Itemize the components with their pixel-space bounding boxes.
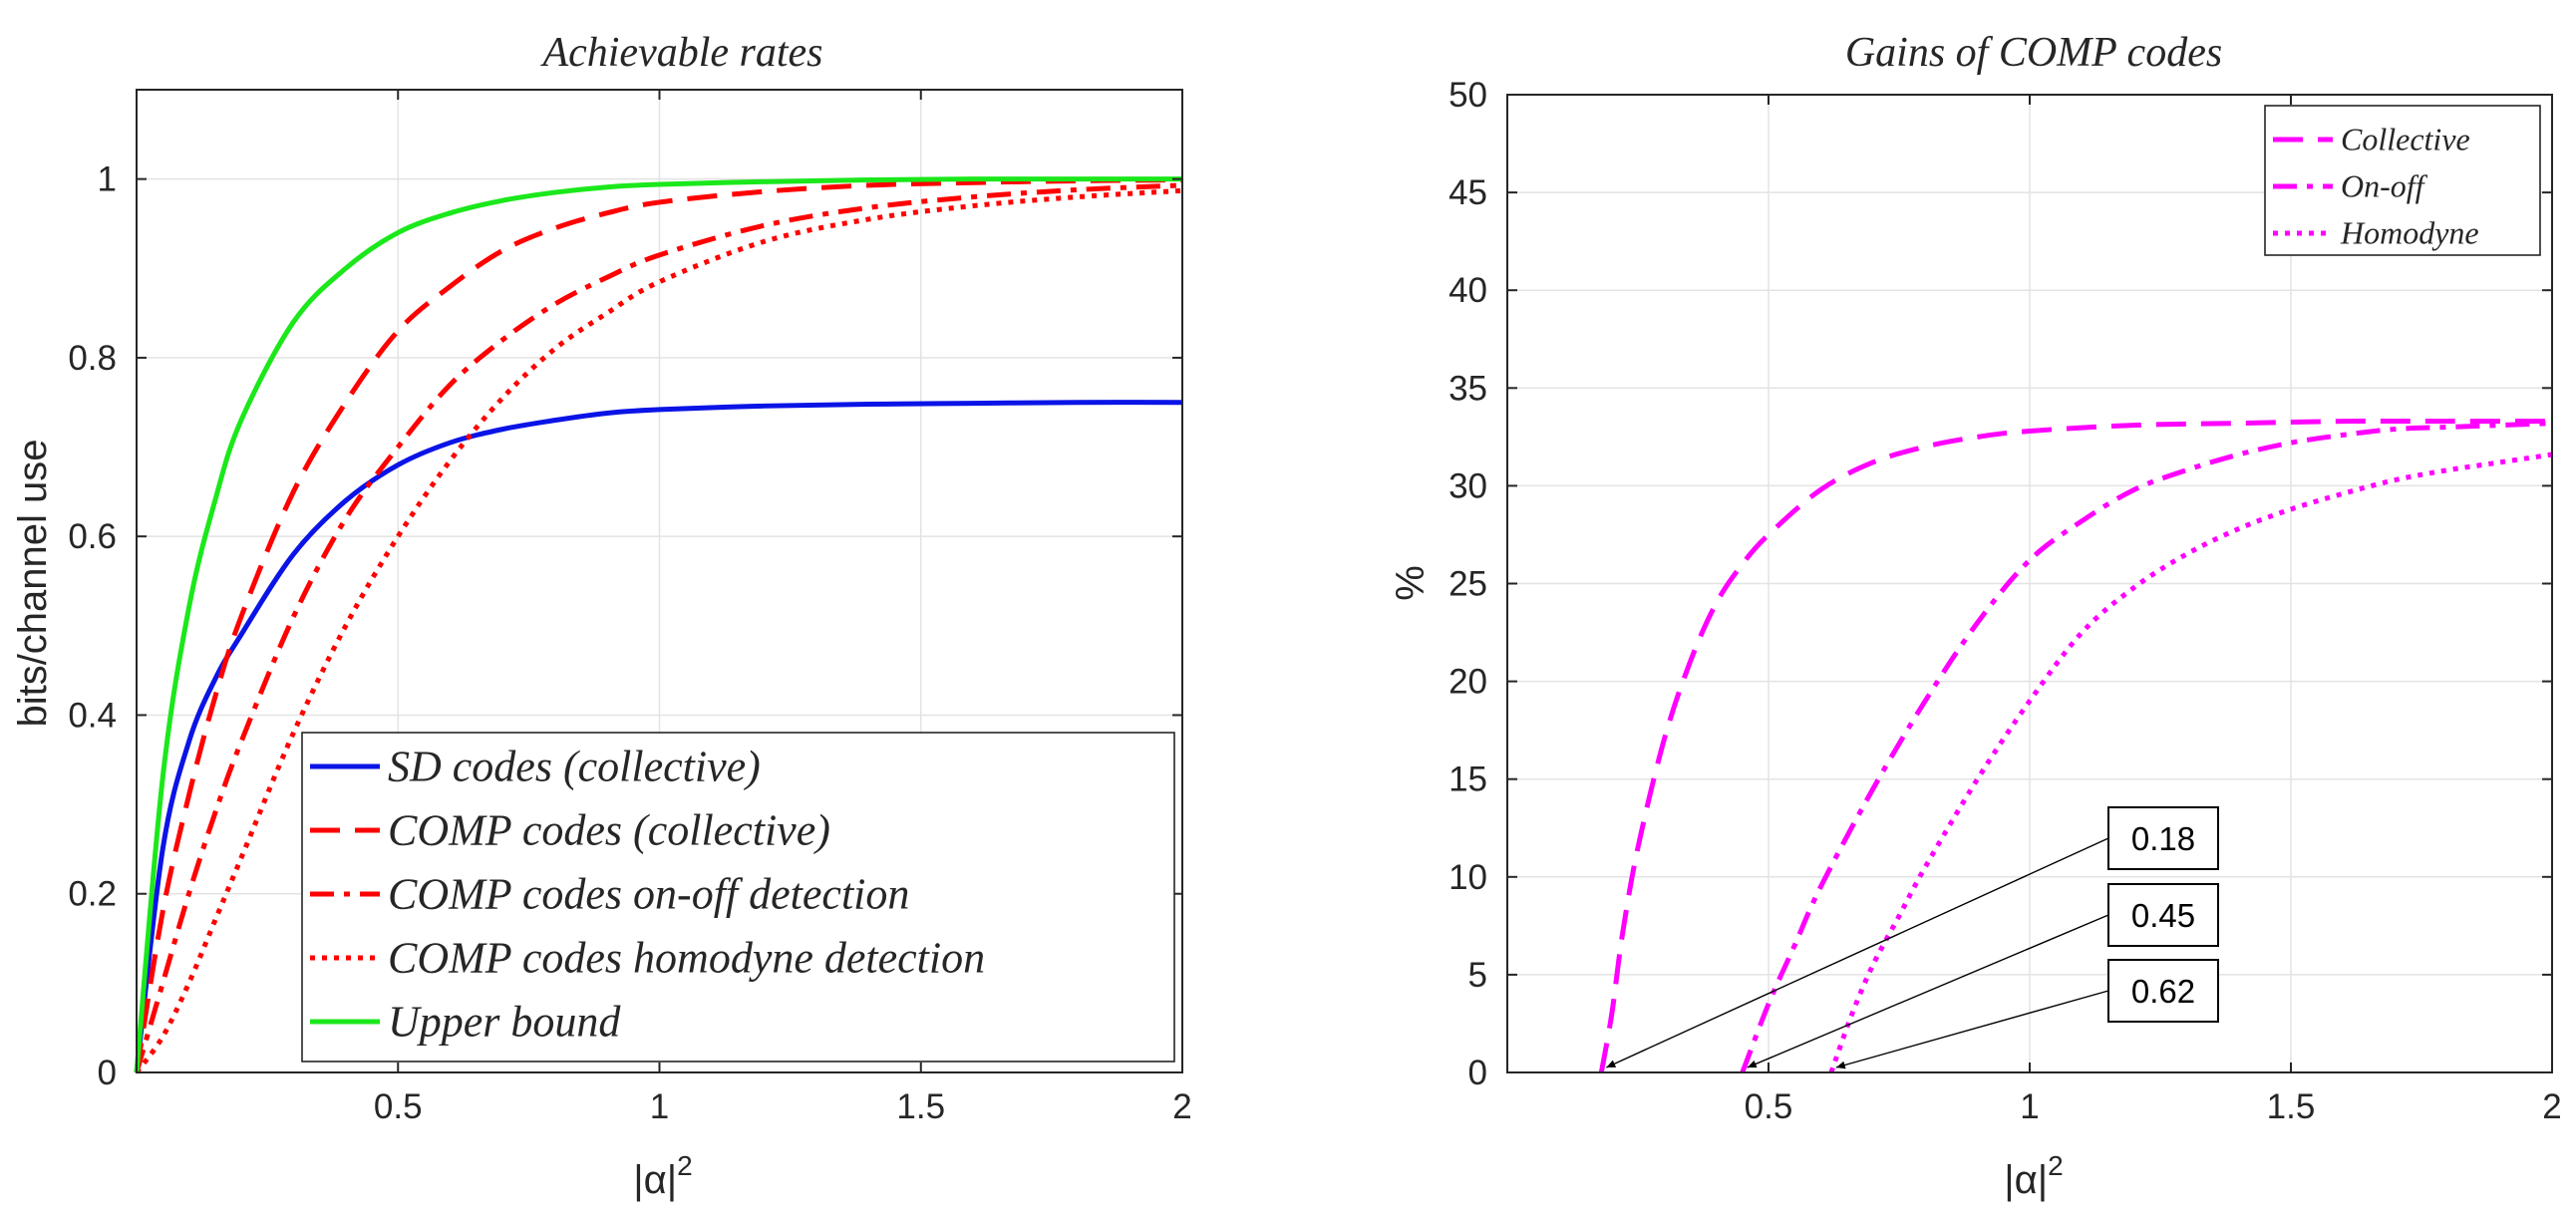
annotations: 0.18 0.45 0.62 — [1606, 806, 2219, 1069]
legend-label-4: COMP codes homodyne detection — [388, 934, 985, 983]
y-tick-label: 5 — [1468, 956, 1487, 995]
y-tick-label: 10 — [1449, 858, 1487, 897]
x-axis-label-exponent: 2 — [677, 1150, 693, 1181]
legend-label-2: On-off — [2341, 168, 2428, 204]
x-tick-label: 2 — [2542, 1087, 2561, 1126]
y-tick-label: 25 — [1449, 565, 1487, 604]
series-line-1 — [134, 400, 1183, 1073]
legend-label-3: COMP codes on-off detection — [388, 870, 909, 919]
series-lines — [134, 176, 1183, 1074]
series-line-5 — [134, 176, 1183, 1073]
annotation-label: 0.18 — [2131, 820, 2195, 857]
y-tick-label: 0 — [98, 1054, 117, 1092]
y-tick-label: 0.6 — [68, 517, 117, 556]
series-line-3 — [134, 182, 1183, 1073]
annotation-arrow — [1747, 914, 2109, 1068]
x-axis-label-exponent: 2 — [2048, 1150, 2064, 1181]
series-line-2 — [1740, 421, 2553, 1073]
series-lines — [1598, 419, 2553, 1073]
x-tick-label: 2 — [1172, 1087, 1191, 1126]
legend-label-1: SD codes (collective) — [388, 743, 761, 791]
y-tick-label: 0 — [1468, 1054, 1487, 1092]
series-line-4 — [134, 187, 1183, 1074]
series-line-2 — [134, 177, 1183, 1073]
annotation-box — [2107, 806, 2219, 870]
chart-title: Gains of COMP codes — [1845, 30, 2222, 76]
x-tick-label: 1.5 — [2267, 1087, 2316, 1126]
y-tick-label: 45 — [1449, 173, 1487, 212]
x-axis-label: |α|2 — [2004, 1150, 2063, 1202]
y-tick-label: 30 — [1449, 466, 1487, 505]
y-axis-label: % — [1389, 565, 1433, 601]
x-tick-label: 1 — [2020, 1087, 2039, 1126]
x-axis-label: |α|2 — [633, 1150, 692, 1202]
legend-label-1: Collective — [2341, 122, 2470, 157]
x-axis-label-base: |α| — [2004, 1158, 2048, 1202]
legend-label-5: Upper bound — [388, 998, 621, 1047]
x-tick-label: 1 — [650, 1087, 669, 1126]
y-tick-label: 0.8 — [68, 339, 117, 378]
x-tick-label: 1.5 — [896, 1087, 945, 1126]
legend: SD codes (collective) COMP codes (collect… — [301, 732, 1175, 1062]
chart-title: Achievable rates — [539, 30, 822, 76]
y-tick-label: 20 — [1449, 663, 1487, 702]
y-tick-label: 35 — [1449, 369, 1487, 408]
y-axis-label: bits/channel use — [11, 439, 55, 727]
chart-achievable-rates: Achievable rates 0.5 1 1.5 200.20.40.60.81 … — [11, 30, 1192, 1202]
legend-label-2: COMP codes (collective) — [388, 806, 830, 855]
y-tick-label: 50 — [1449, 76, 1487, 115]
x-axis-label-base: |α| — [633, 1158, 677, 1202]
y-tick-label: 15 — [1449, 760, 1487, 799]
annotation-box — [2107, 959, 2219, 1023]
series-line-1 — [1598, 419, 2552, 1073]
y-tick-label: 40 — [1449, 271, 1487, 310]
annotation-arrow — [1835, 990, 2109, 1069]
y-tick-label: 0.2 — [68, 875, 117, 914]
annotation-arrow — [1606, 837, 2109, 1068]
annotation-label: 0.45 — [2131, 897, 2195, 934]
legend-box — [2264, 105, 2541, 256]
legend: Collective On-off Homodyne — [2264, 105, 2541, 256]
annotation-box — [2107, 883, 2219, 947]
y-tick-label: 1 — [98, 160, 117, 199]
x-tick-label: 0.5 — [1745, 1087, 1793, 1126]
y-tick-label: 0.4 — [68, 696, 117, 735]
x-tick-label: 0.5 — [374, 1087, 423, 1126]
tick-labels: 0.5 1 1.5 2 0 0.2 0.4 0.6 0.8 1 — [68, 90, 1192, 1126]
legend-box — [301, 732, 1175, 1062]
legend-label-3: Homodyne — [2340, 215, 2479, 251]
chart-gains-comp: Gains of COMP codes 0.5 1 1.5 2051015202530… — [1389, 30, 2562, 1202]
annotation-label: 0.62 — [2131, 973, 2195, 1010]
